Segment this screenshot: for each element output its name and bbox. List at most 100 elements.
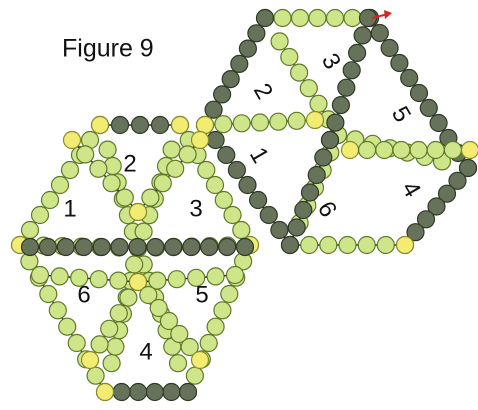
- bead: [90, 115, 110, 135]
- bead: [273, 8, 292, 28]
- bead: [50, 175, 70, 195]
- bead: [305, 110, 325, 130]
- bead: [319, 235, 338, 255]
- bead: [148, 271, 167, 290]
- bead: [164, 237, 183, 257]
- bead: [80, 350, 100, 370]
- unit-number: 5: [386, 102, 416, 127]
- bead: [206, 317, 225, 336]
- bead: [338, 235, 357, 255]
- unit-number: 2: [248, 79, 278, 104]
- bead: [180, 337, 199, 357]
- bead: [129, 382, 148, 402]
- bead: [100, 319, 119, 338]
- bead: [227, 160, 246, 180]
- bead: [217, 145, 236, 165]
- bead: [370, 23, 389, 43]
- bead: [20, 220, 40, 240]
- bead: [299, 79, 318, 98]
- bead: [390, 53, 409, 73]
- bead: [300, 183, 320, 202]
- bead: [199, 333, 218, 353]
- bead: [182, 237, 201, 257]
- bead: [112, 382, 131, 402]
- bead: [60, 160, 80, 180]
- bead: [427, 197, 446, 216]
- bead: [150, 115, 170, 135]
- bead: [170, 324, 189, 344]
- bead: [92, 237, 111, 257]
- bead: [168, 354, 188, 373]
- bead: [149, 298, 168, 318]
- bead: [109, 304, 128, 323]
- bead: [232, 220, 251, 240]
- bead: [342, 61, 361, 80]
- bead: [287, 218, 306, 237]
- bead: [86, 366, 105, 385]
- bead: [200, 237, 219, 257]
- bead: [38, 237, 58, 257]
- bead: [162, 382, 181, 402]
- bead: [357, 235, 376, 255]
- bead: [204, 100, 223, 119]
- bead: [358, 8, 378, 28]
- bead: [458, 158, 478, 178]
- bead: [159, 311, 179, 331]
- bead: [178, 382, 198, 402]
- bead: [270, 32, 289, 51]
- bead: [287, 111, 306, 130]
- bead: [250, 113, 270, 132]
- bead: [314, 148, 333, 167]
- bead: [230, 54, 249, 74]
- bead: [380, 38, 399, 58]
- bead: [128, 202, 148, 222]
- bead: [141, 188, 160, 207]
- bead: [220, 284, 239, 304]
- unit-number: 6: [312, 197, 342, 222]
- bead: [395, 235, 415, 255]
- bead: [110, 237, 129, 257]
- bead: [145, 382, 164, 402]
- bead: [162, 140, 181, 159]
- unit-number: 3: [316, 49, 346, 74]
- bead: [400, 68, 419, 88]
- bead: [376, 235, 395, 255]
- unit-number: 1: [63, 195, 76, 222]
- bead: [225, 265, 245, 285]
- bead: [205, 175, 225, 195]
- bead: [218, 237, 237, 257]
- bead: [110, 115, 130, 135]
- bead: [429, 113, 448, 133]
- bead-layer: [10, 8, 478, 402]
- bead: [416, 210, 436, 229]
- bead: [178, 145, 197, 164]
- bead: [109, 271, 128, 290]
- bead: [50, 267, 69, 286]
- bead: [197, 160, 216, 180]
- bead: [67, 333, 86, 353]
- bead: [320, 130, 340, 150]
- bead: [170, 115, 190, 135]
- bead: [106, 337, 125, 356]
- bead: [340, 140, 360, 160]
- bead: [213, 85, 232, 104]
- bead: [48, 301, 67, 320]
- bead: [213, 301, 232, 320]
- bead: [426, 140, 445, 160]
- bead: [58, 317, 77, 336]
- bead: [337, 78, 356, 97]
- bead: [348, 43, 367, 63]
- bead: [119, 288, 138, 307]
- unit-number: 2: [123, 150, 136, 177]
- bead: [139, 285, 158, 305]
- bead: [166, 159, 185, 178]
- bead: [331, 95, 350, 115]
- bead: [70, 268, 89, 287]
- bead: [290, 63, 309, 82]
- bead: [259, 205, 278, 225]
- arrow-head: [384, 10, 392, 19]
- bead: [95, 382, 115, 402]
- bead: [448, 171, 467, 190]
- bead: [134, 222, 153, 241]
- bead: [102, 354, 121, 373]
